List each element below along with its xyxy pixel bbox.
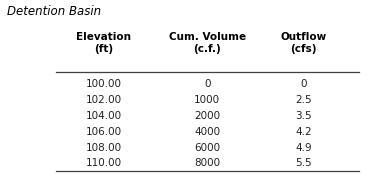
Text: Outflow
(cfs): Outflow (cfs) bbox=[280, 32, 326, 54]
Text: 0: 0 bbox=[300, 79, 307, 89]
Text: 4.2: 4.2 bbox=[295, 127, 312, 137]
Text: 4.9: 4.9 bbox=[295, 143, 312, 153]
Text: 8000: 8000 bbox=[194, 158, 220, 168]
Text: Cum. Volume
(c.f.): Cum. Volume (c.f.) bbox=[169, 32, 246, 54]
Text: 4000: 4000 bbox=[194, 127, 220, 137]
Text: 3.5: 3.5 bbox=[295, 111, 312, 121]
Text: 5.5: 5.5 bbox=[295, 158, 312, 168]
Text: 2.5: 2.5 bbox=[295, 95, 312, 105]
Text: 2000: 2000 bbox=[194, 111, 220, 121]
Text: Elevation
(ft): Elevation (ft) bbox=[76, 32, 131, 54]
Text: 104.00: 104.00 bbox=[85, 111, 122, 121]
Text: 6000: 6000 bbox=[194, 143, 220, 153]
Text: 1000: 1000 bbox=[194, 95, 220, 105]
Text: 0: 0 bbox=[204, 79, 211, 89]
Text: 102.00: 102.00 bbox=[85, 95, 122, 105]
Text: Detention Basin: Detention Basin bbox=[7, 5, 101, 18]
Text: 108.00: 108.00 bbox=[85, 143, 122, 153]
Text: 100.00: 100.00 bbox=[85, 79, 122, 89]
Text: 106.00: 106.00 bbox=[85, 127, 122, 137]
Text: 110.00: 110.00 bbox=[85, 158, 122, 168]
